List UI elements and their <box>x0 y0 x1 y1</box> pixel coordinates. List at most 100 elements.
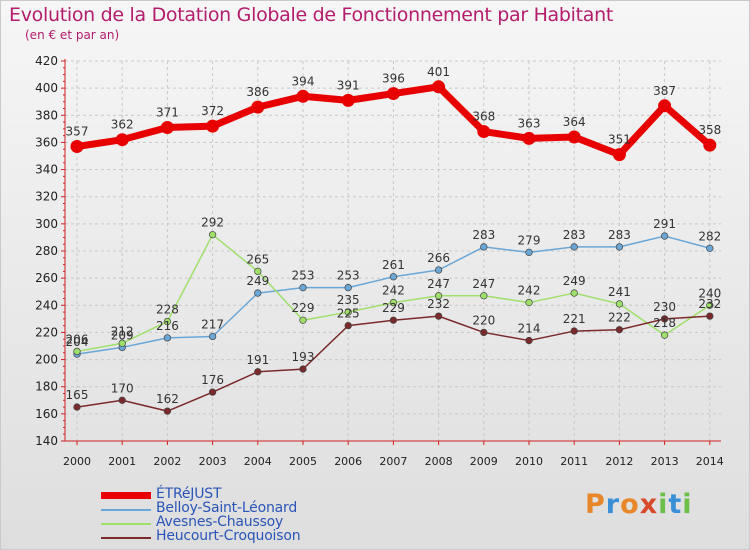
data-point <box>570 289 578 297</box>
legend-item-avesnes: Avesnes-Chaussoy <box>101 514 331 530</box>
data-label: 170 <box>111 381 134 395</box>
legend-label-belloy: Belloy-Saint-Léonard <box>156 500 298 516</box>
data-label: 279 <box>518 233 541 247</box>
data-label: 394 <box>292 74 315 88</box>
data-label: 247 <box>427 277 450 291</box>
data-label: 232 <box>698 297 721 311</box>
y-tick-label: 240 <box>35 298 58 312</box>
y-tick-label: 380 <box>35 108 58 122</box>
logo-letter: x <box>639 489 659 520</box>
data-label: 232 <box>427 297 450 311</box>
x-tick-label: 2004 <box>244 455 272 468</box>
data-point <box>344 321 352 330</box>
series-group <box>70 80 717 415</box>
data-label: 253 <box>337 269 360 283</box>
y-tick-label: 340 <box>35 163 58 177</box>
x-tick-label: 2013 <box>651 455 679 468</box>
legend-swatch-belloy <box>101 509 151 511</box>
data-label: 229 <box>382 301 405 315</box>
data-point <box>163 317 172 326</box>
data-label: 266 <box>427 251 450 265</box>
x-tick-label: 2002 <box>153 455 181 468</box>
data-point <box>432 80 446 94</box>
data-label: 220 <box>472 313 495 327</box>
data-point <box>341 93 355 107</box>
data-label: 212 <box>111 324 134 338</box>
data-point <box>615 300 624 308</box>
legend: ÉTRéJUST Belloy-Saint-Léonard Avesnes-Ch… <box>101 486 331 544</box>
data-point <box>208 332 217 341</box>
data-point <box>208 388 217 396</box>
data-label: 291 <box>653 217 676 231</box>
data-label: 217 <box>201 318 224 332</box>
data-point <box>525 298 533 307</box>
data-point <box>615 326 624 334</box>
x-tick-label: 2014 <box>696 455 724 468</box>
data-label: 283 <box>472 228 495 242</box>
data-point <box>299 283 307 292</box>
data-point <box>522 131 536 145</box>
x-axis-labels: 2000 2001 2002 2003 2004 2005 2006 2007 2008 2009… <box>63 455 724 468</box>
y-tick-label: 200 <box>35 353 58 367</box>
x-tick-label: 2001 <box>108 455 136 468</box>
legend-label-heucourt: Heucourt-Croquoison <box>156 528 301 544</box>
x-tick-label: 2012 <box>605 455 633 468</box>
data-label: 363 <box>518 116 541 130</box>
data-point <box>73 347 81 356</box>
data-point <box>206 119 220 133</box>
legend-item-belloy: Belloy-Saint-Léonard <box>101 500 331 516</box>
data-point <box>525 248 533 257</box>
x-tick-label: 2003 <box>199 455 227 468</box>
data-point <box>386 87 400 101</box>
data-point <box>160 121 174 134</box>
data-label: 206 <box>66 332 89 346</box>
data-point <box>434 292 443 300</box>
data-label: 176 <box>201 373 224 387</box>
data-label: 372 <box>201 104 224 118</box>
data-point <box>299 365 307 373</box>
data-label: 265 <box>246 252 269 266</box>
data-point <box>434 312 443 320</box>
data-point <box>434 266 443 274</box>
y-tick-label: 140 <box>35 434 58 448</box>
y-tick-label: 280 <box>35 244 58 258</box>
data-point <box>344 308 352 316</box>
y-tick-label: 220 <box>35 325 58 339</box>
data-label: 242 <box>518 284 541 298</box>
data-label: 193 <box>292 350 315 364</box>
data-label: 165 <box>66 388 89 402</box>
x-tick-label: 2011 <box>560 455 588 468</box>
y-tick-label: 300 <box>35 217 58 231</box>
legend-swatch-etrejust <box>101 492 151 499</box>
y-axis-labels: 140 160 180 200 220 240 260 280 300 320 340 360 380 4… <box>35 54 58 448</box>
data-label: 162 <box>156 392 179 406</box>
data-label: 209 <box>111 328 134 342</box>
data-labels: 204 209 216 217 249 253 253 261 266 283 279 283 283 2… <box>66 65 722 406</box>
chart-title: Evolution de la Dotation Globale de Fonc… <box>9 4 614 26</box>
data-point <box>525 336 533 345</box>
data-label: 247 <box>472 277 495 291</box>
data-label: 386 <box>246 85 269 99</box>
data-label: 228 <box>156 303 179 317</box>
data-point <box>480 292 488 300</box>
x-tick-label: 2007 <box>379 455 407 468</box>
legend-label-etrejust: ÉTRéJUST <box>156 486 222 502</box>
legend-swatch-avesnes <box>101 523 151 525</box>
data-point <box>706 301 714 309</box>
grid <box>65 60 721 442</box>
data-point <box>612 148 626 162</box>
data-label: 204 <box>66 335 89 349</box>
data-point <box>163 334 172 342</box>
data-point <box>118 396 126 404</box>
data-point <box>570 327 578 335</box>
data-label: 391 <box>337 78 360 92</box>
y-tick-label: 160 <box>35 407 58 421</box>
y-tick-label: 400 <box>35 81 58 95</box>
data-point <box>163 407 172 415</box>
data-label: 387 <box>653 84 676 98</box>
data-label: 283 <box>563 228 586 242</box>
legend-label-avesnes: Avesnes-Chaussoy <box>156 514 284 530</box>
data-label: 249 <box>246 274 269 288</box>
data-point <box>254 289 262 297</box>
